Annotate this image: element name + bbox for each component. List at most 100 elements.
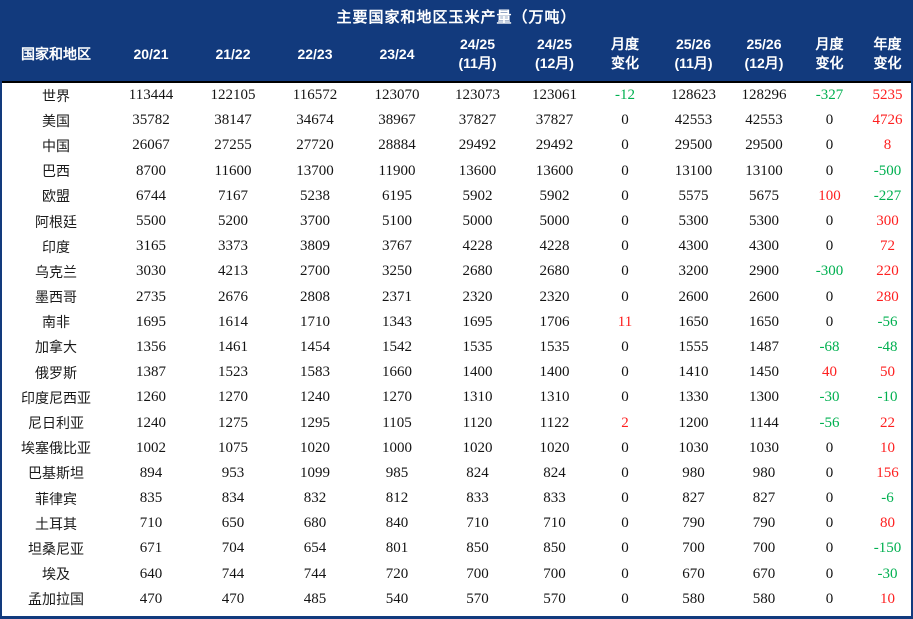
cell: 1099 [300, 464, 330, 481]
cell: 580 [752, 590, 776, 607]
cell: 3250 [382, 263, 412, 280]
cell: 3030 [136, 263, 166, 280]
cell: 5238 [300, 187, 330, 204]
cell: 1535 [462, 338, 493, 355]
cell: 13100 [674, 162, 713, 179]
table-row: 中国 26067 27255 27720 28884 29492 29492 0 29500 29… [2, 133, 911, 158]
cell: 1461 [218, 338, 248, 355]
cell: 827 [682, 490, 705, 507]
cell: -500 [873, 162, 902, 179]
table-row: 俄罗斯 1387 1523 1583 1660 1400 1400 0 1410 1450 40 50 [2, 360, 911, 385]
cell: 1275 [218, 414, 248, 431]
data-table: 国家和地区 20/21 21/22 22/23 23/24 24/25 (11月) 24/25… [2, 33, 911, 616]
header-row: 国家和地区 20/21 21/22 22/23 23/24 24/25 (11月) 24/25… [2, 33, 911, 83]
cell: 1030 [749, 439, 779, 456]
cell: 2900 [749, 263, 779, 280]
table-row: 前二十国家10388311220310714311305111361611362… [2, 612, 911, 616]
cell: 980 [752, 464, 776, 481]
cell: 13600 [458, 162, 497, 179]
cell: 10 [880, 590, 895, 607]
cell: 0 [825, 213, 834, 230]
cell: 744 [221, 565, 245, 582]
cell: 0 [825, 540, 834, 557]
column-header: 20/21 [110, 33, 192, 83]
column-header: 年度 变化 [860, 33, 911, 83]
cell: 1240 [136, 414, 166, 431]
cell: 1583 [300, 364, 330, 381]
cell: 2735 [136, 288, 166, 305]
cell: 1000 [382, 439, 412, 456]
cell: 13100 [745, 162, 783, 179]
cell: 38967 [378, 112, 416, 129]
cell: 704 [221, 540, 245, 557]
cell: 680 [303, 515, 327, 532]
cell: 42553 [674, 112, 713, 129]
table-row: 埃及 640 744 744 720 700 700 0 670 670 0 -30 [2, 562, 911, 587]
cell: 7167 [218, 187, 248, 204]
cell: 470 [221, 590, 245, 607]
cell: -6 [881, 490, 894, 507]
cell: -30 [877, 565, 898, 582]
cell: 0 [825, 464, 834, 481]
column-header: 24/25 (12月) [517, 33, 592, 83]
cell: -227 [873, 187, 902, 204]
cell: 35782 [132, 112, 170, 129]
cell: -12 [615, 87, 635, 104]
cell: 27255 [214, 137, 252, 154]
cell: 0 [621, 389, 629, 406]
cell: 1310 [539, 389, 570, 406]
cell: 0 [825, 515, 834, 532]
cell: 26067 [132, 137, 170, 154]
cell: 840 [385, 515, 409, 532]
cell: 113628 [517, 612, 592, 616]
cell: 4300 [678, 238, 709, 255]
cell: 1105 [382, 414, 412, 431]
cell: 700 [682, 540, 705, 557]
cell: 0 [621, 439, 629, 456]
cell: 1614 [218, 313, 248, 330]
cell: 0 [621, 490, 629, 507]
cell: 40 [822, 364, 837, 381]
cell: 1695 [462, 313, 493, 330]
table-row: 孟加拉国 470 470 485 540 570 570 0 580 580 0 10 [2, 587, 911, 612]
row-label: 美国 [42, 114, 70, 130]
cell: 0 [621, 515, 629, 532]
cell: -315 [799, 612, 860, 616]
cell: 0 [621, 213, 629, 230]
cell: 3767 [382, 238, 412, 255]
cell: 790 [682, 515, 705, 532]
cell: 2600 [678, 288, 709, 305]
row-label: 埃塞俄比亚 [21, 442, 91, 458]
cell: 3200 [678, 263, 709, 280]
table-title: 主要国家和地区玉米产量（万吨） [336, 9, 577, 26]
column-header: 月度 变化 [592, 33, 658, 83]
cell: 0 [621, 263, 629, 280]
cell: 5300 [749, 213, 779, 230]
table-row: 尼日利亚 1240 1275 1295 1105 1120 1122 2 1200 1144 -56… [2, 410, 911, 435]
cell: 100 [818, 187, 841, 204]
table-row: 巴西 8700 11600 13700 11900 13600 13600 0 13100 131… [2, 159, 911, 184]
column-header: 25/26 (11月) [658, 33, 729, 83]
cell: 113444 [128, 87, 174, 104]
cell: 5575 [678, 187, 709, 204]
cell: -150 [873, 540, 902, 557]
cell: 1400 [462, 364, 493, 381]
cell: 2808 [300, 288, 330, 305]
cell: 220 [876, 263, 899, 280]
column-header: 25/26 (12月) [729, 33, 799, 83]
table-row: 美国 35782 38147 34674 38967 37827 37827 0 42553 42… [2, 108, 911, 133]
cell: 812 [385, 490, 409, 507]
cell: 2320 [462, 288, 493, 305]
cell: 894 [139, 464, 163, 481]
cell: 470 [139, 590, 163, 607]
cell: 0 [621, 112, 629, 129]
table-row: 印度尼西亚 1260 1270 1240 1270 1310 1310 0 1330 1300 -3… [2, 385, 911, 410]
cell: 1650 [749, 313, 779, 330]
row-label: 土耳其 [35, 517, 77, 533]
cell: 1454 [300, 338, 330, 355]
cell: 824 [466, 464, 489, 481]
cell: 156 [876, 464, 899, 481]
cell: 6744 [136, 187, 166, 204]
cell: 0 [621, 162, 629, 179]
